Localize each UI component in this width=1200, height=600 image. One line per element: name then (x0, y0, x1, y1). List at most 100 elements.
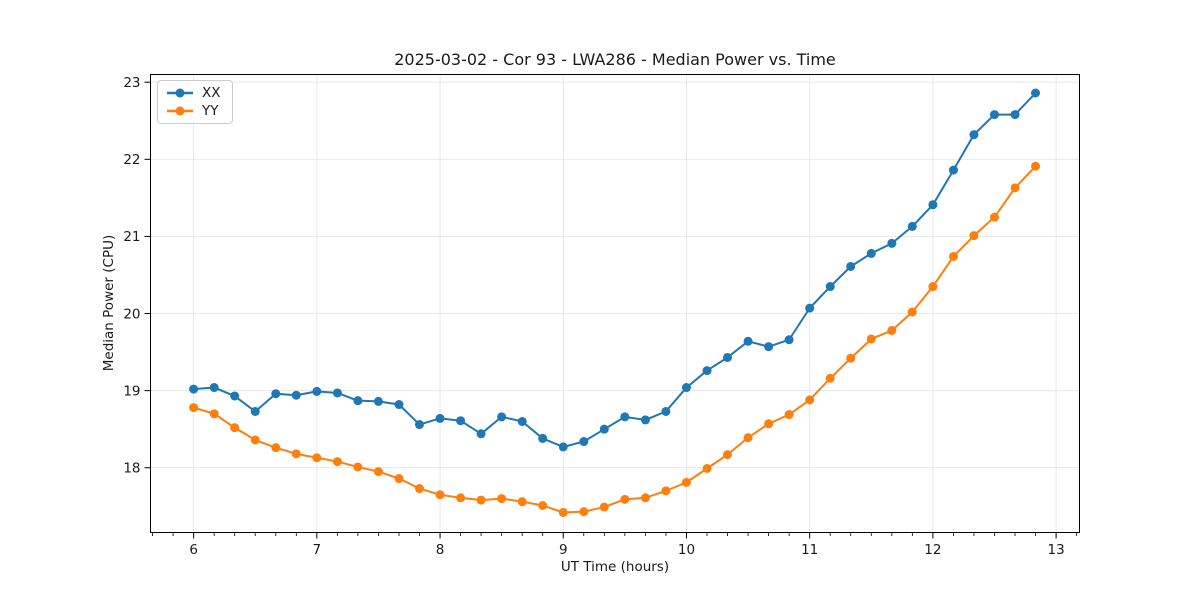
series-marker-xx (1010, 110, 1020, 120)
x-axis-label: UT Time (hours) (560, 559, 670, 575)
series-marker-xx (681, 383, 691, 393)
series-marker-xx (250, 406, 260, 416)
y-tick-label: 22 (123, 152, 140, 168)
series-marker-yy (866, 334, 876, 344)
series-marker-xx (497, 412, 507, 422)
series-marker-xx (825, 282, 835, 292)
series-marker-yy (887, 325, 897, 335)
series-marker-yy (414, 484, 424, 494)
series-marker-yy (1010, 183, 1020, 193)
series-marker-yy (702, 464, 712, 474)
series-marker-xx (866, 248, 876, 258)
series-marker-yy (764, 419, 774, 429)
series-marker-yy (456, 493, 466, 503)
series-marker-yy (743, 433, 753, 443)
series-marker-yy (394, 474, 404, 484)
series-marker-xx (312, 386, 322, 396)
plot-border (150, 74, 1080, 533)
series-marker-xx (394, 400, 404, 410)
series-marker-yy (969, 231, 979, 241)
series-marker-xx (230, 391, 240, 401)
series-marker-yy (661, 486, 671, 496)
y-tick-label: 18 (123, 461, 140, 477)
series-marker-yy (989, 212, 999, 222)
series-marker-xx (579, 437, 589, 447)
series-marker-yy (476, 495, 486, 505)
legend-line-sample-yy (167, 106, 193, 116)
series-marker-xx (784, 335, 794, 345)
series-marker-xx (928, 200, 938, 210)
series-marker-yy (681, 477, 691, 487)
series-marker-xx (558, 442, 568, 452)
x-tick-label: 13 (1047, 542, 1064, 558)
x-tick-label: 11 (801, 542, 818, 558)
series-marker-yy (332, 457, 342, 467)
legend-item-yy: YY (166, 104, 221, 118)
series-marker-xx (907, 221, 917, 231)
series-marker-yy (538, 501, 548, 511)
x-tick-label: 10 (678, 542, 695, 558)
series-marker-xx (969, 130, 979, 140)
series-marker-yy (907, 307, 917, 317)
series-marker-yy (250, 435, 260, 445)
series-marker-yy (640, 493, 650, 503)
series-marker-yy (1031, 161, 1041, 171)
series-marker-xx (702, 366, 712, 376)
series-marker-xx (722, 352, 732, 362)
y-tick-label: 23 (123, 75, 140, 91)
legend: XX YY (157, 80, 233, 124)
legend-marker-xx (175, 88, 185, 98)
y-tick-label: 21 (123, 229, 140, 245)
x-tick-label: 6 (189, 542, 198, 558)
x-tick-label: 9 (559, 542, 568, 558)
series-marker-yy (209, 409, 219, 419)
series-marker-yy (558, 507, 568, 517)
series-marker-xx (414, 420, 424, 430)
series-marker-yy (805, 395, 815, 405)
series-marker-yy (271, 443, 281, 453)
series-marker-xx (476, 429, 486, 439)
series-marker-xx (620, 412, 630, 422)
series-marker-xx (989, 110, 999, 120)
series-marker-yy (579, 507, 589, 517)
series-marker-xx (271, 389, 281, 399)
series-marker-xx (353, 396, 363, 406)
series-marker-yy (599, 502, 609, 512)
legend-marker-yy (175, 106, 185, 116)
series-marker-xx (846, 261, 856, 271)
series-marker-xx (743, 336, 753, 346)
series-marker-yy (373, 467, 383, 477)
series-marker-xx (332, 388, 342, 398)
series-marker-yy (928, 282, 938, 292)
y-tick-label: 19 (123, 383, 140, 399)
series-marker-yy (620, 494, 630, 504)
series-marker-yy (312, 453, 322, 463)
series-marker-yy (353, 462, 363, 472)
x-tick-label: 8 (436, 542, 445, 558)
series-marker-yy (435, 490, 445, 500)
legend-line-sample-xx (167, 88, 193, 98)
series-marker-xx (599, 424, 609, 434)
legend-label-yy: YY (202, 103, 219, 119)
series-marker-yy (517, 497, 527, 507)
series-marker-xx (805, 303, 815, 313)
series-marker-yy (825, 373, 835, 383)
series-marker-xx (1031, 88, 1041, 98)
legend-item-xx: XX (166, 86, 221, 100)
series-marker-xx (538, 433, 548, 443)
series-marker-xx (189, 384, 199, 394)
series-marker-xx (640, 415, 650, 425)
y-tick-label: 20 (123, 306, 140, 322)
series-marker-yy (784, 410, 794, 420)
series-marker-xx (661, 406, 671, 416)
series-marker-xx (456, 416, 466, 426)
series-marker-xx (435, 413, 445, 423)
series-marker-xx (209, 383, 219, 393)
series-marker-xx (517, 416, 527, 426)
series-marker-yy (948, 251, 958, 261)
y-axis-label: Median Power (CPU) (101, 234, 117, 372)
x-tick-label: 12 (924, 542, 941, 558)
series-marker-xx (948, 165, 958, 175)
